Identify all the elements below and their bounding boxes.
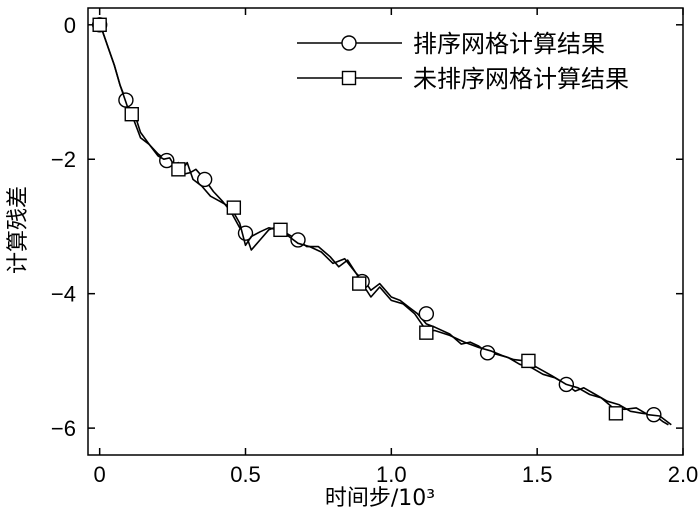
- legend-label: 排序网格计算结果: [413, 30, 605, 58]
- y-tick-label: −6: [51, 416, 76, 441]
- y-tick-label: −4: [51, 282, 76, 307]
- series-2: [92, 17, 672, 426]
- x-tick-label: 1.5: [522, 462, 553, 487]
- circle-marker: [159, 152, 175, 169]
- square-marker: [92, 17, 107, 33]
- legend-item-1: 排序网格计算结果: [297, 30, 605, 58]
- square-marker: [419, 325, 434, 340]
- square-marker: [521, 353, 536, 369]
- square-marker: [124, 107, 139, 122]
- x-tick-label: 2.0: [668, 462, 699, 487]
- series-line: [98, 24, 672, 426]
- y-tick-label: −2: [51, 147, 76, 172]
- x-tick-label: 1.0: [376, 462, 407, 487]
- square-marker: [171, 162, 186, 177]
- legend-item-2: 未排序网格计算结果: [297, 65, 629, 93]
- circle-marker: [196, 171, 213, 188]
- circle-marker: [290, 232, 306, 248]
- plot-frame: [87, 7, 684, 456]
- legend-label: 未排序网格计算结果: [413, 65, 629, 93]
- series-layer: [91, 17, 672, 426]
- square-marker: [352, 276, 367, 291]
- square-marker: [273, 222, 288, 238]
- x-tick-label: 0: [94, 462, 106, 487]
- square-marker: [226, 200, 242, 215]
- x-axis-label: 时间步/10³: [325, 486, 435, 511]
- y-tick-label: 0: [64, 13, 76, 38]
- axes: 0 0.5 1.0 1.5 2.0 0 −2 −4 −6: [51, 7, 699, 487]
- y-axis-label: 计算残差: [6, 186, 31, 274]
- circle-marker: [418, 306, 435, 322]
- x-tick-label: 0.5: [230, 462, 261, 487]
- legend-circle-marker: [341, 35, 357, 51]
- square-marker: [608, 406, 624, 421]
- legend-square-marker: [341, 70, 357, 86]
